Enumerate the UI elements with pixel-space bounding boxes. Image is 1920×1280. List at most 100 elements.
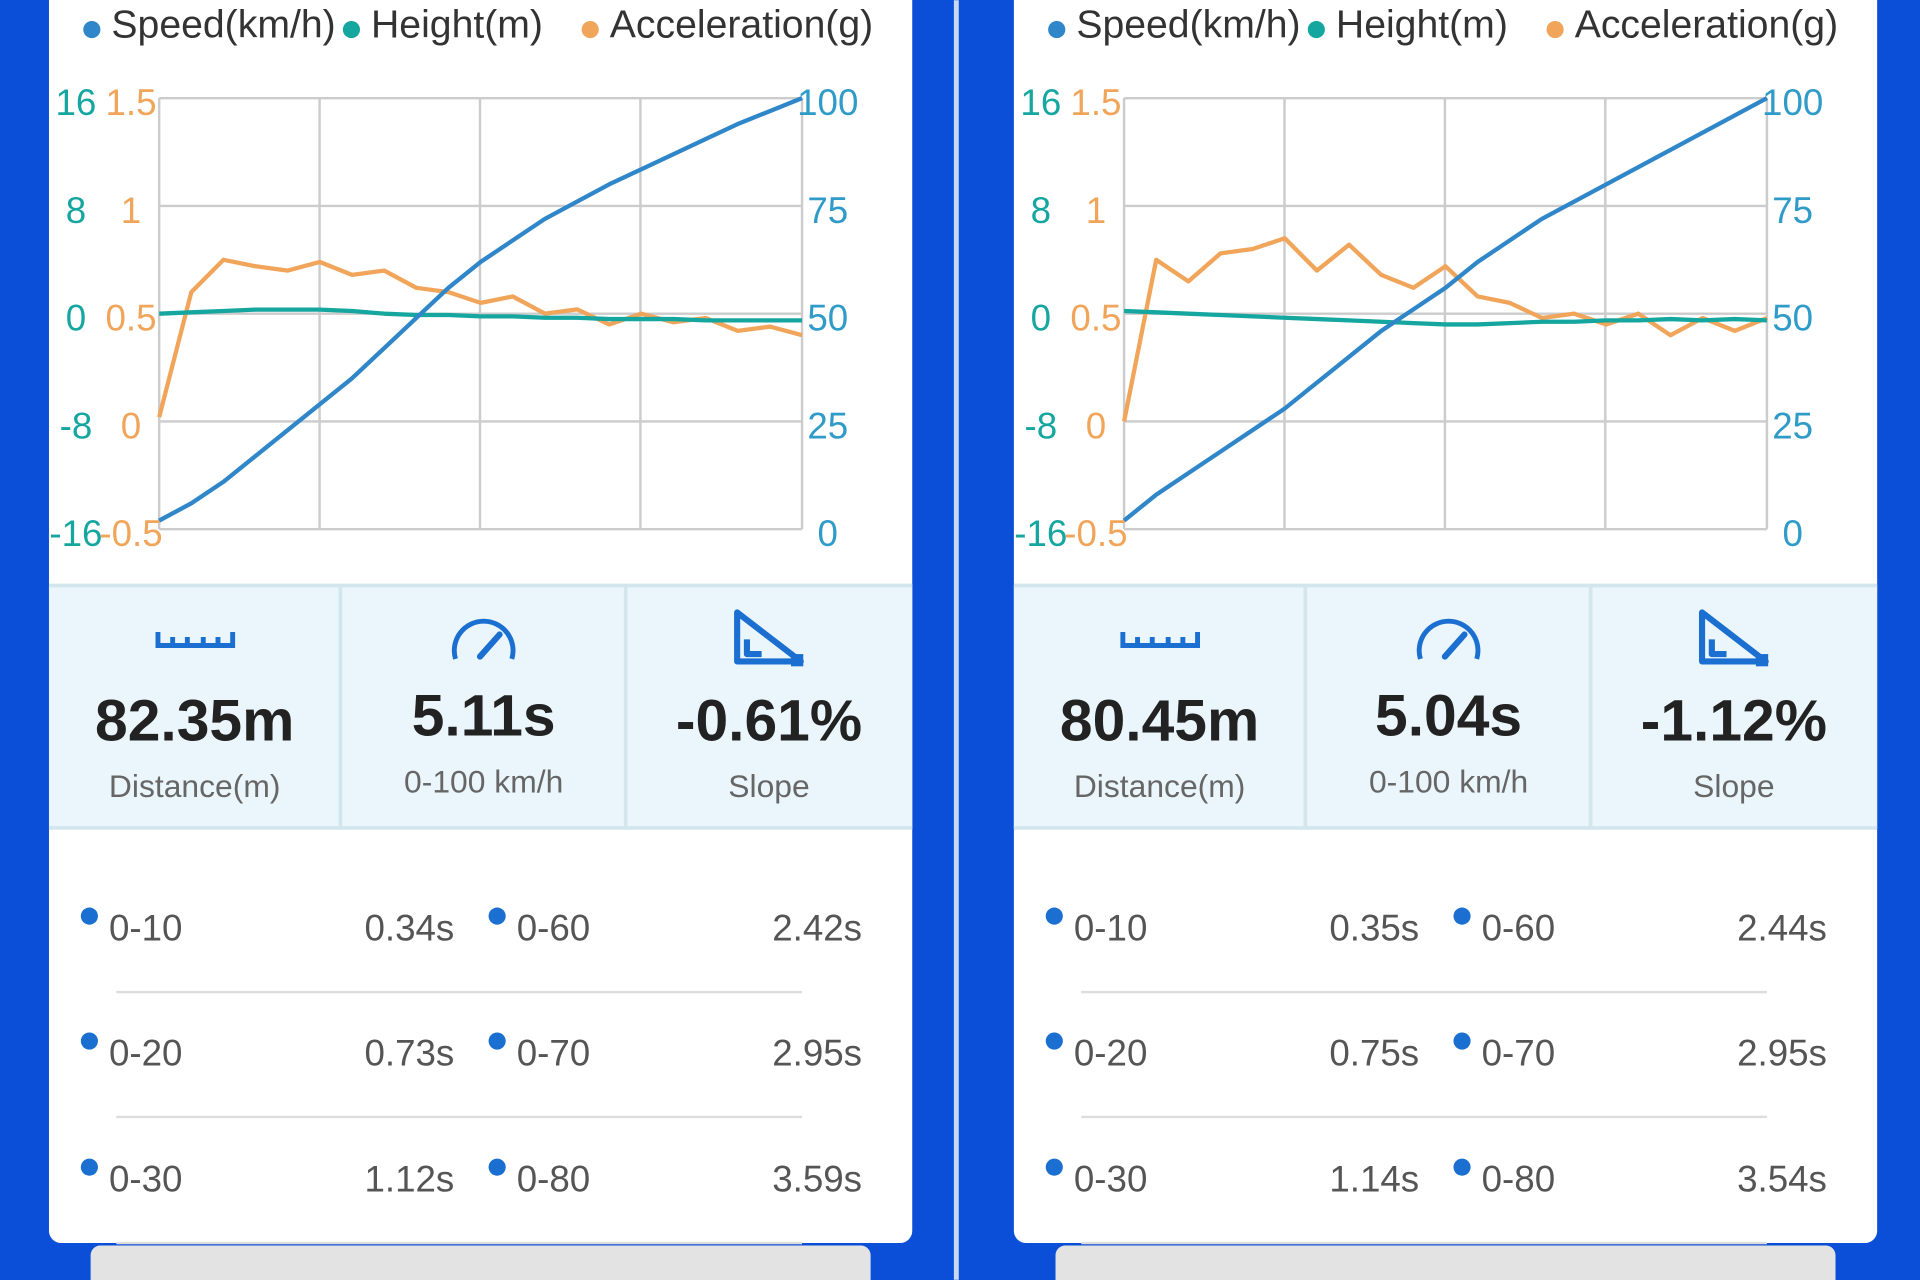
panel: Speed(km/h) Height(m) Acceleration(g) -16 -8… <box>1013 0 1878 1280</box>
gauge-needle <box>476 631 503 660</box>
y-tick-label: 0 <box>818 513 838 554</box>
stat-label: Distance(m) <box>1074 768 1246 804</box>
split-time: 0.34s <box>364 908 454 949</box>
y-tick-label: 1 <box>1086 190 1106 231</box>
y-tick-label: 0.5 <box>1070 298 1121 339</box>
split-dot <box>80 1032 98 1050</box>
split-label: 0-70 <box>1482 1032 1556 1073</box>
split-label: 0-70 <box>517 1032 591 1073</box>
split-dot <box>1045 1032 1063 1050</box>
y-tick-label: 25 <box>1772 405 1813 446</box>
split-dot <box>80 1158 98 1176</box>
y-tick-label: 0 <box>121 405 141 446</box>
split-label: 0-80 <box>1482 1159 1556 1200</box>
split-dot <box>488 1158 506 1176</box>
stat-label: Slope <box>728 768 809 804</box>
legend-label: Speed(km/h) <box>1076 3 1300 46</box>
y-tick-label: 0 <box>1086 405 1106 446</box>
split-dot <box>1453 1032 1471 1050</box>
y-tick-label: 8 <box>1031 190 1051 231</box>
y-tick-label: -16 <box>1014 513 1067 554</box>
legend-dot <box>1307 21 1325 39</box>
split-time: 1.14s <box>1329 1159 1419 1200</box>
split-dot <box>488 907 506 925</box>
legend-dot <box>1546 21 1564 39</box>
y-tick-label: -16 <box>49 513 102 554</box>
y-tick-label: 100 <box>797 82 858 123</box>
legend-label: Speed(km/h) <box>111 3 335 46</box>
y-tick-label: 8 <box>66 190 86 231</box>
split-time: 3.54s <box>1737 1159 1827 1200</box>
legend-label: Acceleration(g) <box>610 3 873 46</box>
stat-label: 0-100 km/h <box>1369 763 1528 799</box>
split-label: 0-20 <box>109 1032 182 1073</box>
series-line <box>158 96 803 523</box>
stat-label: 0-100 km/h <box>404 763 563 799</box>
split-dot <box>1453 907 1471 925</box>
y-tick-label: -0.5 <box>99 513 162 554</box>
series-line <box>1122 96 1768 523</box>
y-tick-label: 50 <box>1772 298 1813 339</box>
slope-icon-dot <box>791 654 804 667</box>
legend-dot <box>1048 21 1066 39</box>
split-time: 2.42s <box>772 908 862 949</box>
stat-value: 80.45m <box>1060 689 1259 754</box>
y-tick-label: 0 <box>1031 298 1051 339</box>
split-time: 2.95s <box>1737 1032 1827 1073</box>
gauge-needle <box>1441 631 1468 660</box>
y-tick-label: 16 <box>55 82 96 123</box>
series-line <box>159 307 803 323</box>
y-tick-label: 1 <box>121 190 141 231</box>
y-tick-label: 0 <box>66 298 86 339</box>
split-time: 2.44s <box>1737 908 1827 949</box>
ruler-icon <box>1120 632 1200 648</box>
stat-value: -0.61% <box>676 689 862 754</box>
legend-label: Height(m) <box>371 3 543 46</box>
split-time: 2.95s <box>772 1032 862 1073</box>
split-label: 0-60 <box>517 908 591 949</box>
y-tick-label: -8 <box>60 405 93 446</box>
stat-label: Slope <box>1693 768 1774 804</box>
y-tick-label: 75 <box>1772 190 1813 231</box>
legend-label: Height(m) <box>1336 3 1508 46</box>
legend-dot <box>342 21 360 39</box>
stat-label: Distance(m) <box>109 768 281 804</box>
split-dot <box>1045 907 1063 925</box>
legend-dot <box>83 21 101 39</box>
split-time: 0.75s <box>1329 1032 1419 1073</box>
y-tick-label: -8 <box>1024 405 1057 446</box>
y-tick-label: 50 <box>807 298 848 339</box>
y-tick-label: 75 <box>807 190 848 231</box>
split-dot <box>488 1032 506 1050</box>
stat-value: 5.11s <box>412 684 556 749</box>
separator <box>953 0 959 1280</box>
stat-value: 82.35m <box>95 689 294 754</box>
y-tick-label: 1.5 <box>1070 82 1121 123</box>
split-dot <box>1453 1158 1471 1176</box>
y-tick-label: -0.5 <box>1064 513 1127 554</box>
stat-value: -1.12% <box>1641 689 1827 754</box>
slope-icon <box>1698 609 1769 665</box>
y-tick-label: 1.5 <box>105 82 156 123</box>
split-time: 0.35s <box>1329 908 1419 949</box>
split-time: 1.12s <box>364 1159 454 1200</box>
gauge-icon <box>451 618 516 660</box>
gauge-icon <box>1416 618 1481 660</box>
series-line <box>1123 308 1768 327</box>
stats-box <box>48 585 913 828</box>
y-tick-label: 100 <box>1762 82 1823 123</box>
split-label: 0-80 <box>517 1159 591 1200</box>
split-label: 0-10 <box>109 908 182 949</box>
split-dot <box>1045 1158 1063 1176</box>
series-line <box>1121 236 1768 422</box>
split-label: 0-30 <box>109 1159 182 1200</box>
split-label: 0-10 <box>1074 908 1148 949</box>
panel: Speed(km/h) Height(m) Acceleration(g) -16 -8… <box>48 0 913 1280</box>
split-label: 0-60 <box>1482 908 1556 949</box>
bottom-bar <box>1055 1245 1836 1280</box>
legend-label: Acceleration(g) <box>1575 3 1838 46</box>
slope-icon <box>734 609 804 665</box>
y-tick-label: 16 <box>1020 82 1061 123</box>
